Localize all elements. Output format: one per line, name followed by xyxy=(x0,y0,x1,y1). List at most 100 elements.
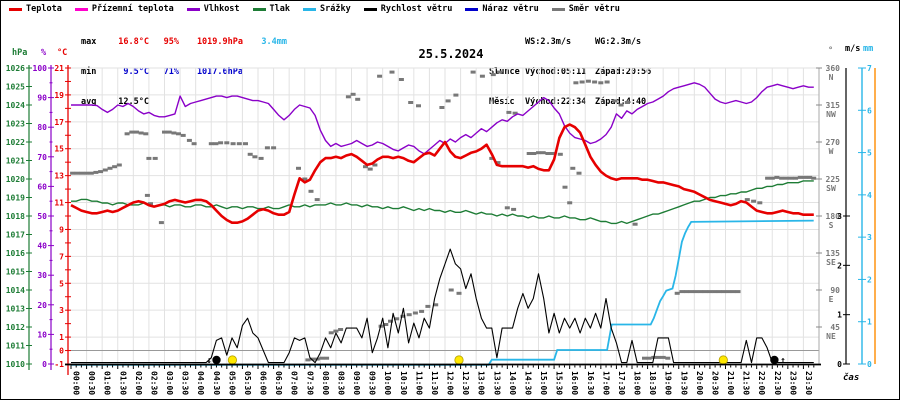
svg-text:1023: 1023 xyxy=(6,120,25,129)
svg-text:315: 315 xyxy=(826,101,841,110)
svg-text:1019: 1019 xyxy=(6,194,25,203)
svg-text:-1: -1 xyxy=(54,360,64,369)
legend-item-p-zemn-teplota: Přízemní teplota xyxy=(74,4,174,14)
moonrise-arrow-icon: ↑ xyxy=(780,356,785,366)
stats-max-row: max 16.8°C 95% 1019.9hPa 3.4mm xyxy=(81,37,287,47)
svg-text:1016: 1016 xyxy=(6,249,25,258)
rain-axis: 0 1 2 3 4 5 6 7 mm xyxy=(858,44,873,369)
svg-text:0: 0 xyxy=(867,360,872,369)
svg-text:70: 70 xyxy=(37,153,47,162)
legend-item-n-raz-v-tru: Náraz větru xyxy=(465,4,539,14)
series-vlhkost xyxy=(71,82,814,155)
legend-swatch xyxy=(186,7,200,11)
x-tick-label: 05:30 xyxy=(243,371,252,395)
svg-text:11: 11 xyxy=(54,199,64,208)
x-tick-label: 23:00 xyxy=(788,371,797,395)
svg-text:45: 45 xyxy=(830,323,840,332)
legend-item-teplota: Teplota xyxy=(9,4,62,14)
svg-text:NW: NW xyxy=(826,110,836,119)
svg-text:1010: 1010 xyxy=(6,360,25,369)
sun-moon-block: WS:2.3m/s WG:2.3m/s Slunce Východ:05:11 Záp… xyxy=(489,17,651,127)
svg-text:1012: 1012 xyxy=(6,323,25,332)
svg-text:3: 3 xyxy=(59,306,64,315)
x-tick-label: 05:00 xyxy=(227,371,236,395)
legend-item-vlhkost: Vlhkost xyxy=(186,4,240,14)
min-pressure: 1017.6hPa xyxy=(196,67,243,77)
svg-text:80: 80 xyxy=(37,123,47,132)
x-tick-label: 11:00 xyxy=(414,371,423,395)
svg-text:1022: 1022 xyxy=(6,138,25,147)
x-tick-label: 01:30 xyxy=(118,371,127,395)
series-teplota xyxy=(70,123,814,224)
svg-text:6: 6 xyxy=(867,106,872,115)
svg-text:1013: 1013 xyxy=(6,305,25,314)
sunset-time: Západ:20:56 xyxy=(595,67,652,77)
min-humidity: 71% xyxy=(163,67,179,77)
x-axis-label: čas xyxy=(843,372,859,383)
svg-text:50: 50 xyxy=(37,212,47,221)
moonset-time: Západ:4:40 xyxy=(595,97,647,107)
svg-text:3: 3 xyxy=(867,233,872,242)
svg-text:13: 13 xyxy=(54,172,64,181)
x-tick-label: 16:30 xyxy=(586,371,595,395)
x-tick-label: 22:00 xyxy=(757,371,766,395)
legend-item-sm-r-v-tru: Směr větru xyxy=(551,4,620,14)
x-tick-label: 06:00 xyxy=(259,371,268,395)
svg-text:2: 2 xyxy=(867,275,872,284)
x-tick-label: 20:30 xyxy=(710,371,719,395)
max-pressure: 1019.9hPa xyxy=(196,37,243,47)
x-tick-label: 23:30 xyxy=(804,371,813,395)
x-tick-label: 18:00 xyxy=(633,371,642,395)
svg-text:270: 270 xyxy=(826,138,841,147)
series-srazky xyxy=(71,219,814,366)
x-tick-label: 18:30 xyxy=(648,371,657,395)
svg-text:1021: 1021 xyxy=(6,157,25,166)
legend-swatch xyxy=(465,7,479,11)
legend-swatch xyxy=(551,7,565,11)
x-tick-label: 21:00 xyxy=(726,371,735,395)
sun-moon-markers: ↓ ↑ xyxy=(207,355,786,366)
x-tick-label: 17:00 xyxy=(601,371,610,395)
x-tick-label: 09:30 xyxy=(368,371,377,395)
legend-label: Tlak xyxy=(269,4,291,14)
svg-text:40: 40 xyxy=(37,242,47,251)
x-tick-label: 15:30 xyxy=(555,371,564,395)
sunrise-time: Východ:05:11 xyxy=(525,67,587,77)
moon-row: Měsíc Východ:22:34 Západ:4:40 xyxy=(489,97,651,107)
svg-text:15: 15 xyxy=(54,145,64,154)
stats-min-row: min 9.5°C 71% 1017.6hPa xyxy=(81,67,287,77)
x-tick-label: 13:30 xyxy=(492,371,501,395)
rain-axis-header: mm xyxy=(863,44,873,54)
svg-text:19: 19 xyxy=(54,91,64,100)
humidity-axis-header: % xyxy=(41,48,47,58)
gridlines xyxy=(71,67,819,364)
legend-item-tlak: Tlak xyxy=(252,4,291,14)
max-temperature: 16.8°C xyxy=(118,37,149,47)
x-tick-label: 03:30 xyxy=(181,371,190,395)
svg-text:360: 360 xyxy=(826,64,841,73)
x-tick-label: 22:30 xyxy=(773,371,782,395)
stats-min-label: min xyxy=(81,67,97,77)
svg-text:90: 90 xyxy=(37,94,47,103)
svg-text:NE: NE xyxy=(826,332,836,341)
x-tick-label: 12:00 xyxy=(446,371,455,395)
x-tick-label: 19:00 xyxy=(664,371,673,395)
x-tick-label: 10:00 xyxy=(383,371,392,395)
chart-title: 25.5.2024 xyxy=(418,47,484,61)
x-tick-label: 07:30 xyxy=(305,371,314,395)
svg-text:17: 17 xyxy=(54,118,64,127)
svg-text:N: N xyxy=(829,73,834,82)
x-tick-label: 04:30 xyxy=(212,371,221,395)
x-tick-label: 20:00 xyxy=(695,371,704,395)
temperature-axis-header: °C xyxy=(57,48,67,58)
svg-text:5: 5 xyxy=(59,279,64,288)
wind-axis-header: m/s xyxy=(845,44,860,54)
svg-text:20: 20 xyxy=(37,301,47,310)
legend-swatch xyxy=(252,7,266,11)
svg-text:90: 90 xyxy=(830,286,840,295)
x-tick-label: 14:00 xyxy=(508,371,517,395)
legend-label: Vlhkost xyxy=(203,4,240,14)
x-tick-label: 00:30 xyxy=(87,371,96,395)
